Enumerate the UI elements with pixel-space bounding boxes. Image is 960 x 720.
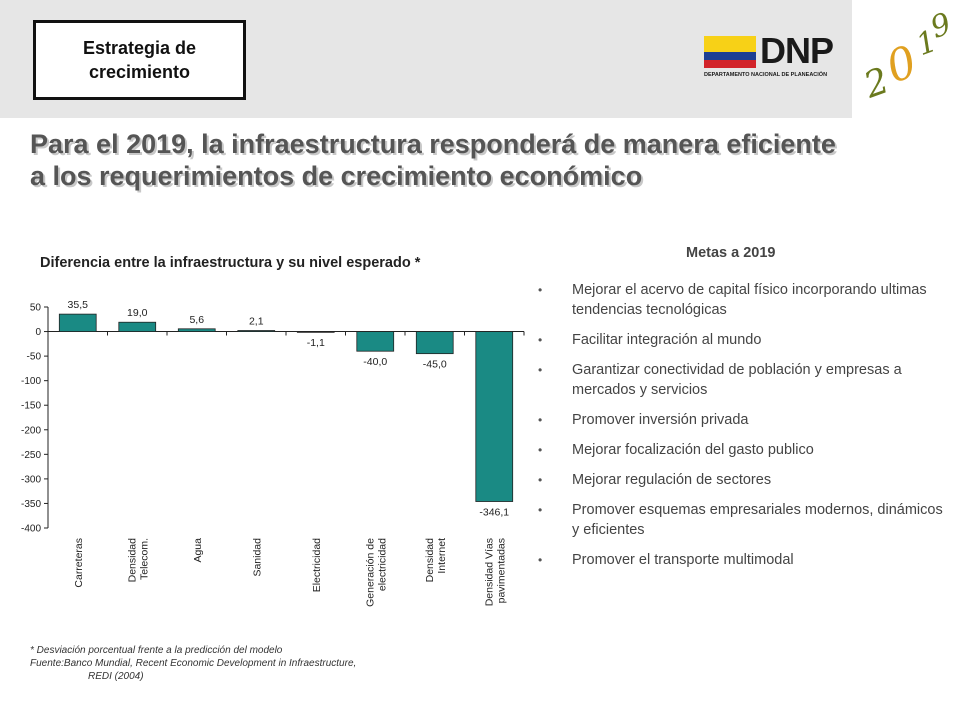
x-tick-label-line: Densidad Vías (483, 538, 495, 606)
goal-item-text: Mejorar regulación de sectores (572, 472, 772, 488)
goal-item: • Promover el transporte multimodal (538, 550, 948, 570)
y-tick-label: -250 (21, 450, 41, 461)
goal-item-text: Mejorar focalización del gasto publico (572, 442, 814, 458)
data-label: 2,1 (249, 316, 264, 328)
bullet-icon: • (538, 413, 543, 427)
bar (237, 330, 276, 332)
chart-title: Diferencia entre la infraestructura y su… (40, 255, 421, 271)
bar (177, 328, 216, 332)
chart-footnote: * Desviación porcentual frente a la pred… (30, 644, 356, 683)
x-tick-label-line: Internet (436, 538, 448, 574)
colombia-flag-icon (704, 36, 756, 68)
bar (415, 331, 454, 355)
goal-item: • Mejorar focalización del gasto publico (538, 440, 948, 460)
section-label: Estrategia de crecimiento (82, 38, 197, 82)
bullet-icon: • (538, 473, 543, 487)
dnp-logo-subtitle: DEPARTAMENTO NACIONAL DE PLANEACIÓN (704, 72, 828, 78)
footnote-line-1: * Desviación porcentual frente a la pred… (30, 645, 283, 656)
goals-title: Metas a 2019 (686, 245, 776, 261)
bar-chart: 50 0 -50 -100 -150 -200 -250 -300 -350 -400 35,5 Ca… (21, 299, 525, 607)
goal-item: • Facilitar integración al mundo (538, 330, 948, 350)
vision-2019-logo: 2 0 1 9 (852, 0, 960, 118)
y-tick-label: -200 (21, 425, 41, 436)
footnote-line-2: Fuente:Banco Mundial, Recent Economic De… (30, 658, 357, 669)
x-tick-label-line: electricidad (376, 538, 388, 591)
y-tick-label: -100 (21, 376, 41, 387)
data-label: 35,5 (68, 299, 89, 311)
y-tick-label: 50 (30, 303, 42, 314)
x-tick-label-line: pavimentadas (495, 538, 507, 603)
y-tick-label: 0 (35, 327, 41, 338)
data-label: -45,0 (423, 359, 447, 371)
x-tick-label-line: Densidad (424, 538, 436, 583)
x-tick-label: Agua (192, 538, 204, 563)
headline: Para el 2019, la infraestructura respond… (30, 128, 930, 192)
x-tick-label-line: Electricidad (311, 538, 323, 592)
x-tick-label-line: Densidad (126, 538, 138, 583)
x-tick-label-line: Generación de (364, 538, 376, 607)
bar (475, 331, 514, 502)
section-label-box: Estrategia de crecimiento (33, 20, 246, 100)
data-label: -1,1 (307, 337, 325, 349)
x-tick-label: Sanidad (251, 538, 263, 577)
x-tick-label-line: Sanidad (251, 538, 263, 577)
x-tick-label-line: Telecom. (138, 538, 150, 580)
x-tick-label: Generación deelectricidad (364, 538, 388, 607)
bullet-icon: • (538, 363, 543, 377)
y-tick-label: -150 (21, 401, 41, 412)
dnp-logo: DNP DEPARTAMENTO NACIONAL DE PLANEACIÓN (704, 30, 846, 84)
footnote-line-3: REDI (2004) (88, 671, 144, 682)
bar (356, 331, 395, 352)
goal-item: • Mejorar el acervo de capital físico inc… (538, 280, 948, 320)
goal-item-text: Promover inversión privada (572, 412, 749, 428)
x-tick-label: Electricidad (311, 538, 323, 592)
goal-item-text: Promover el transporte multimodal (572, 552, 794, 568)
data-label: -40,0 (363, 356, 387, 368)
goal-item-text: Mejorar el acervo de capital físico inco… (572, 282, 927, 318)
goal-item: • Promover esquemas empresariales moderno… (538, 500, 948, 540)
bullet-icon: • (538, 333, 543, 347)
data-label: -346,1 (479, 507, 509, 519)
goal-item-text: Promover esquemas empresariales modernos… (572, 502, 943, 538)
x-tick-label: DensidadTelecom. (126, 538, 150, 583)
x-tick-label: Carreteras (73, 538, 85, 588)
bullet-icon: • (538, 443, 543, 457)
x-tick-label: Densidad Víaspavimentadas (483, 538, 507, 606)
y-tick-label: -350 (21, 499, 41, 510)
bullet-icon: • (538, 503, 543, 517)
data-label: 5,6 (189, 314, 204, 326)
goal-item: • Garantizar conectividad de población y … (538, 360, 948, 400)
bar (118, 321, 157, 332)
y-tick-label: -300 (21, 474, 41, 485)
y-tick-label: -400 (21, 524, 41, 535)
headline-line-1: Para el 2019, la infraestructura respond… (30, 129, 836, 159)
goal-item: • Mejorar regulación de sectores (538, 470, 948, 490)
dnp-logo-text: DNP (760, 30, 834, 71)
bar (58, 313, 97, 332)
x-tick-label: DensidadInternet (424, 538, 448, 583)
bar (296, 331, 335, 333)
goals-list: • Mejorar el acervo de capital físico inc… (538, 280, 948, 580)
goal-item-text: Garantizar conectividad de población y e… (572, 362, 902, 398)
goal-item: • Promover inversión privada (538, 410, 948, 430)
bullet-icon: • (538, 283, 543, 297)
headline-line-2: a los requerimientos de crecimiento econ… (30, 161, 643, 191)
y-tick-label: -50 (27, 352, 42, 363)
goal-item-text: Facilitar integración al mundo (572, 332, 762, 348)
bullet-icon: • (538, 553, 543, 567)
x-tick-label-line: Carreteras (73, 538, 85, 588)
data-label: 19,0 (127, 307, 148, 319)
x-tick-label-line: Agua (192, 538, 204, 563)
